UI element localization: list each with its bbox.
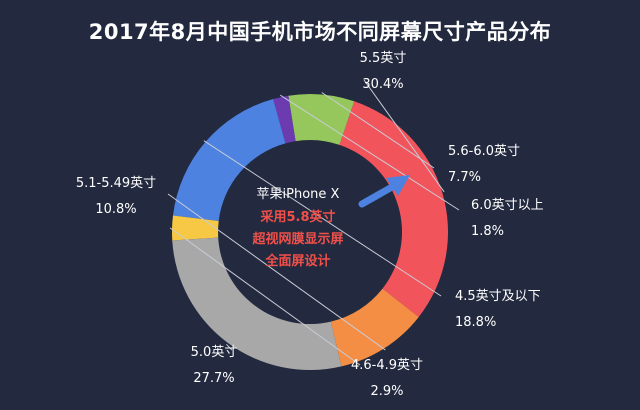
slice-5-5 <box>339 101 448 317</box>
leader-line-6-0 <box>280 94 460 211</box>
leader-line-5-5 <box>363 79 445 193</box>
slice-6-0 <box>273 95 296 144</box>
leader-line-4-5 <box>203 140 442 297</box>
arrow-shaft <box>358 183 396 208</box>
slice-5-1-5-49 <box>330 288 419 367</box>
leader-line-4-6-4-9 <box>169 227 361 366</box>
label-name-5-5: 5.5英寸 <box>360 51 407 66</box>
label-value-4-5: 18.8% <box>455 315 496 330</box>
callout-line-3: 超视网膜显示屏 <box>252 232 344 247</box>
label-name-5-6-6-0: 5.6-6.0英寸 <box>448 144 520 159</box>
annotation-arrow-group <box>358 175 410 208</box>
leader-line-5-0 <box>226 343 233 351</box>
leader-line-5-6-6-0 <box>321 92 435 169</box>
callout-line-4: 全面屏设计 <box>265 254 331 269</box>
label-value-5-1-5-49: 10.8% <box>95 202 136 217</box>
callout-line-1: 苹果iPhone X <box>256 187 340 202</box>
chart-title: 2017年8月中国手机市场不同屏幕尺寸产品分布 <box>88 20 552 44</box>
arrow-head <box>386 175 410 196</box>
iphone-x-callout: 苹果iPhone X 采用5.8英寸 超视网膜显示屏 全面屏设计 <box>228 183 368 273</box>
label-value-4-6-4-9: 2.9% <box>370 384 403 399</box>
label-name-6-0: 6.0英寸以上 <box>471 198 544 213</box>
label-value-5-5: 30.4% <box>362 77 403 92</box>
label-value-5-6-6-0: 7.7% <box>448 170 481 185</box>
leader-line-5-1-5-49 <box>167 193 386 351</box>
label-name-5-0: 5.0英寸 <box>191 345 238 360</box>
label-name-4-5: 4.5英寸及以下 <box>455 289 541 304</box>
leader-lines-group <box>167 79 460 366</box>
slice-5-0 <box>172 237 342 370</box>
label-value-5-0: 27.7% <box>193 371 234 386</box>
label-value-6-0: 1.8% <box>471 224 504 239</box>
slice-4-5 <box>172 99 286 221</box>
label-name-4-6-4-9: 4.6-4.9英寸 <box>351 358 423 373</box>
callout-line-2: 采用5.8英寸 <box>260 210 336 225</box>
labels-group: 5.5英寸 30.4% 5.6-6.0英寸 7.7% 6.0英寸以上 1.8% 4.5英寸及… <box>76 51 544 399</box>
label-name-5-1-5-49: 5.1-5.49英寸 <box>76 176 156 191</box>
